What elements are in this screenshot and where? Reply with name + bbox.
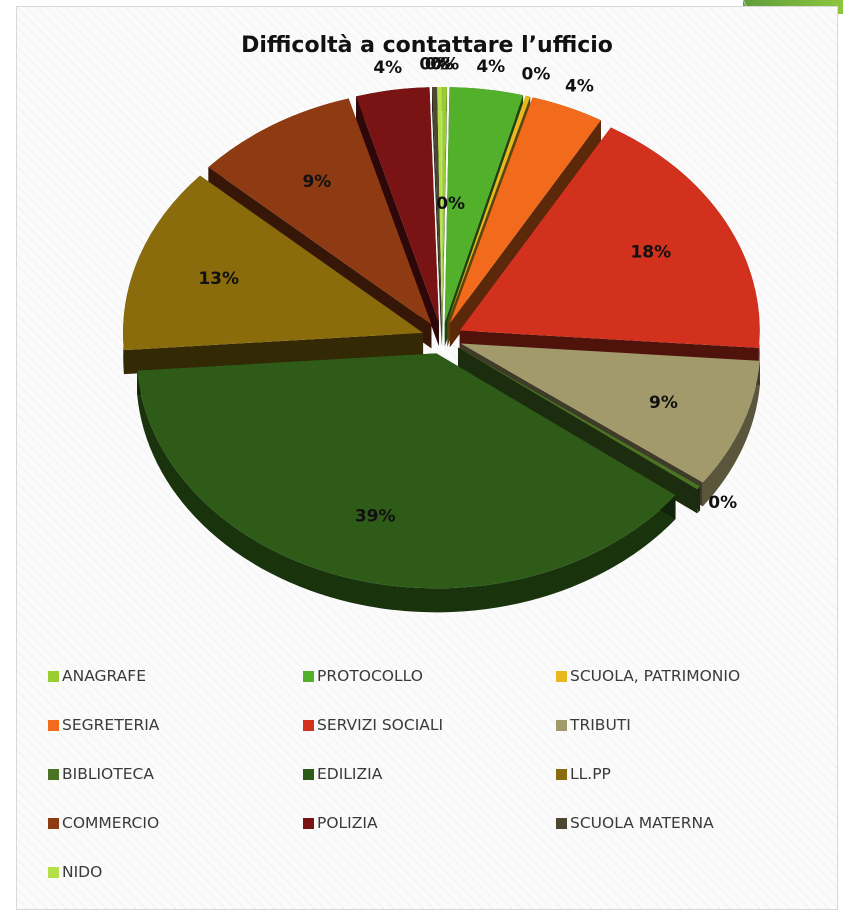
legend-swatch [48, 866, 59, 878]
legend-swatch [303, 719, 314, 731]
legend-label: SEGRETERIA [62, 716, 160, 734]
legend-label: SCUOLA, PATRIMONIO [570, 667, 741, 685]
legend-item-edilizia: EDILIZIA [303, 762, 556, 786]
pie-slice-ll-pp [123, 175, 424, 351]
legend-swatch [303, 670, 314, 682]
legend-swatch [48, 768, 59, 780]
legend-item-biblioteca: BIBLIOTECA [48, 762, 303, 786]
pie-edge-scuola-materna-0 [432, 87, 442, 347]
pie-slice-scuola-patrimonio [447, 95, 531, 323]
legend-label: LL.PP [570, 765, 611, 783]
pie-slice-protocollo [444, 87, 524, 323]
legend-swatch [556, 670, 567, 682]
pie-slice-segreteria [449, 97, 601, 324]
pie-slice-nido [437, 87, 442, 323]
legend-item-scuola-materna: SCUOLA MATERNA [556, 811, 826, 835]
pie-edge-biblioteca-1 [458, 347, 698, 514]
legend-item-servizi-sociali: SERVIZI SOCIALI [303, 713, 556, 737]
data-label-ll-pp: 13% [198, 269, 239, 289]
legend-label: POLIZIA [317, 814, 378, 832]
pie-tops [123, 87, 760, 589]
pie-slice-anagrafe [442, 87, 447, 323]
data-label-nido: 0% [425, 55, 454, 75]
pie-slice-scuola-materna [432, 87, 442, 323]
legend-label: NIDO [62, 863, 103, 881]
pie-slice-servizi-sociali [459, 127, 760, 348]
legend-item-polizia: POLIZIA [303, 811, 556, 835]
data-label-scuola-materna: 0% [419, 55, 448, 75]
pie-side-tributi [702, 360, 760, 507]
pie-edge-segreteria-1 [449, 120, 601, 348]
pie-slice-tributi [460, 343, 760, 483]
legend-label: TRIBUTI [570, 716, 631, 734]
legend-swatch [556, 768, 567, 780]
legend-swatch [48, 719, 59, 731]
legend-item-protocollo: PROTOCOLLO [303, 664, 556, 688]
data-label-protocollo: 4% [476, 57, 505, 77]
chart-legend: ANAGRAFE PROTOCOLLO SCUOLA, PATRIMONIO SEGR… [48, 664, 828, 884]
pie-labels: 0%0%0% 4%4% 0%4%9%18%13%9%0%39%0% [198, 55, 737, 527]
chart-title: Difficoltà a contattare l’ufficio [241, 33, 613, 58]
data-label-scuola-patrimonio: 0% [522, 65, 551, 85]
legend-label: COMMERCIO [62, 814, 160, 832]
legend-label: BIBLIOTECA [62, 765, 154, 783]
data-label-servizi-sociali: 18% [630, 243, 671, 263]
legend-swatch [303, 817, 314, 829]
pie-side-edilizia [137, 370, 676, 613]
legend-swatch [303, 768, 314, 780]
legend-swatch [556, 719, 567, 731]
legend-label: ANAGRAFE [62, 667, 146, 685]
data-label-edilizia: 39% [355, 507, 396, 527]
pie-slice-biblioteca [458, 347, 701, 490]
data-label-anagrafe: 0% [430, 55, 459, 75]
legend-label: SERVIZI SOCIALI [317, 716, 444, 734]
data-label-segreteria: 4% [565, 77, 594, 97]
legend-item-tributi: TRIBUTI [556, 713, 826, 737]
legend-swatch [48, 670, 59, 682]
data-label-biblioteca: 0% [708, 493, 737, 513]
legend-item-anagrafe: ANAGRAFE [48, 664, 303, 688]
pie-slice-polizia [356, 87, 439, 323]
data-label-extra: 0% [436, 194, 465, 214]
legend-label: PROTOCOLLO [317, 667, 423, 685]
pie-slice-edilizia [137, 353, 676, 589]
legend-swatch [48, 817, 59, 829]
pie-edge-anagrafe-1 [442, 87, 447, 347]
pie-slice-commercio [208, 98, 432, 325]
legend-item-scuola-patrimonio: SCUOLA, PATRIMONIO [556, 664, 826, 688]
legend-item-commercio: COMMERCIO [48, 811, 303, 835]
legend-label: SCUOLA MATERNA [570, 814, 714, 832]
pie-edge-ll-pp-0 [123, 332, 424, 375]
data-label-tributi: 9% [649, 393, 678, 413]
legend-item-ll-pp: LL.PP [556, 762, 826, 786]
pie-edge-polizia-0 [356, 96, 439, 347]
data-label-commercio: 9% [302, 172, 331, 192]
legend-label: EDILIZIA [317, 765, 383, 783]
legend-item-nido: NIDO [48, 860, 303, 884]
legend-swatch [556, 817, 567, 829]
data-label-polizia: 4% [373, 58, 402, 78]
legend-item-segreteria: SEGRETERIA [48, 713, 303, 737]
